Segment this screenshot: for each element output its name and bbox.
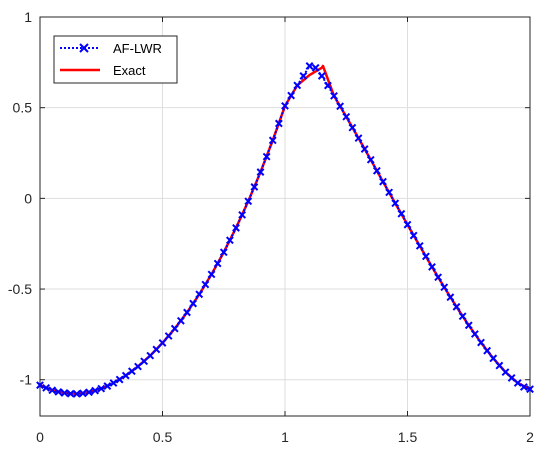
af-lwr-marker (152, 345, 161, 354)
af-lwr-marker (158, 339, 167, 347)
af-lwr-marker (140, 357, 149, 366)
af-lwr-marker (189, 299, 198, 308)
y-tick-label: -0.5 (8, 281, 32, 297)
legend: AF-LWR Exact (53, 35, 178, 84)
af-lwr-marker (379, 177, 387, 186)
x-tick-label: 0 (36, 429, 44, 445)
af-lwr-marker (323, 81, 332, 90)
af-lwr-marker (446, 293, 455, 302)
af-lwr-marker (225, 236, 234, 245)
af-lwr-marker (366, 155, 375, 164)
af-lwr-marker (458, 312, 467, 321)
af-lwr-marker (483, 346, 492, 355)
af-lwr-marker (268, 136, 277, 145)
af-lwr-marker (421, 252, 430, 261)
axis-ticks: 0 0.5 1 1.5 2 -1 -0.5 0 0.5 1 (8, 9, 534, 445)
af-lwr-marker (232, 224, 240, 232)
y-tick-label: 0.5 (13, 100, 33, 116)
af-lwr-marker (134, 362, 142, 371)
af-lwr-marker (146, 351, 155, 360)
af-lwr-marker (250, 183, 259, 191)
af-lwr-marker (195, 290, 204, 299)
af-lwr-marker (513, 379, 522, 387)
af-lwr-marker (409, 231, 418, 240)
af-lwr-marker (305, 62, 314, 70)
af-lwr-marker (42, 383, 51, 392)
af-lwr-marker (238, 210, 247, 219)
af-lwr-marker (415, 241, 424, 250)
af-lwr-marker (36, 381, 44, 390)
series-layer (36, 62, 534, 398)
af-lwr-marker (274, 119, 283, 128)
legend-label-af-lwr: AF-LWR (113, 41, 162, 56)
af-lwr-marker (452, 302, 461, 311)
af-lwr-marker (385, 188, 394, 197)
af-lwr-marker (60, 389, 69, 397)
af-lwr-marker (54, 387, 63, 396)
af-lwr-marker (507, 374, 516, 382)
af-lwr-marker (360, 145, 369, 153)
y-tick-label: 1 (24, 9, 32, 25)
af-lwr-marker (281, 101, 289, 110)
af-lwr-marker (121, 371, 130, 380)
af-lwr-marker (464, 321, 473, 330)
af-lwr-marker (477, 338, 485, 347)
af-lwr-marker (354, 134, 363, 143)
x-tick-label: 1 (281, 429, 289, 445)
af-lwr-marker (176, 316, 185, 325)
af-lwr-marker (66, 389, 75, 398)
x-tick-label: 1.5 (398, 429, 418, 445)
af-lwr-marker (489, 354, 498, 363)
af-lwr-marker (317, 72, 326, 80)
af-lwr-marker (311, 63, 320, 72)
af-lwr-marker (440, 283, 449, 292)
af-lwr-marker (244, 197, 253, 206)
af-lwr-marker (207, 270, 216, 279)
af-lwr-marker (330, 91, 338, 100)
af-lwr-marker (115, 375, 124, 384)
af-lwr-marker (213, 259, 222, 268)
af-lwr-marker (526, 385, 534, 394)
af-lwr-marker (348, 123, 357, 132)
af-lwr-marker (97, 384, 106, 393)
af-lwr-marker (501, 368, 510, 377)
y-tick-label: 0 (24, 190, 32, 206)
af-lwr-marker (391, 199, 400, 208)
af-lwr-marker (495, 361, 504, 370)
x-tick-label: 0.5 (153, 429, 173, 445)
af-lwr-marker (201, 280, 210, 289)
af-lwr-marker (372, 166, 381, 175)
af-lwr-marker (91, 386, 100, 395)
legend-afl-marker (79, 43, 89, 53)
af-lwr-marker (85, 388, 93, 397)
legend-box (53, 35, 178, 84)
af-lwr-marker (342, 112, 351, 121)
af-lwr-marker (256, 168, 265, 176)
af-lwr-marker (519, 383, 528, 391)
af-lwr-marker (170, 324, 179, 333)
legend-label-exact: Exact (113, 63, 146, 78)
af-lwr-marker (127, 367, 136, 376)
af-lwr-marker (103, 382, 112, 390)
af-lwr-marker (183, 308, 191, 317)
af-lwr-marker (299, 72, 308, 80)
af-lwr-marker (397, 209, 406, 218)
af-lwr-marker (164, 332, 173, 340)
af-lwr-marker (48, 386, 57, 395)
x-tick-label: 2 (526, 429, 534, 445)
af-lwr-marker (403, 220, 412, 229)
af-lwr-marker (434, 273, 443, 282)
af-lwr-marker (78, 389, 87, 398)
af-lwr-marker (287, 91, 296, 100)
af-lwr-marker (109, 379, 118, 387)
af-lwr-marker (428, 263, 436, 271)
af-lwr-marker (293, 81, 302, 90)
af-lwr-marker (72, 389, 81, 398)
af-lwr-marker (470, 330, 479, 338)
af-lwr-marker (219, 248, 228, 257)
af-lwr-marker (336, 102, 345, 111)
af-lwr-marker (262, 152, 271, 161)
y-tick-label: -1 (20, 372, 33, 388)
